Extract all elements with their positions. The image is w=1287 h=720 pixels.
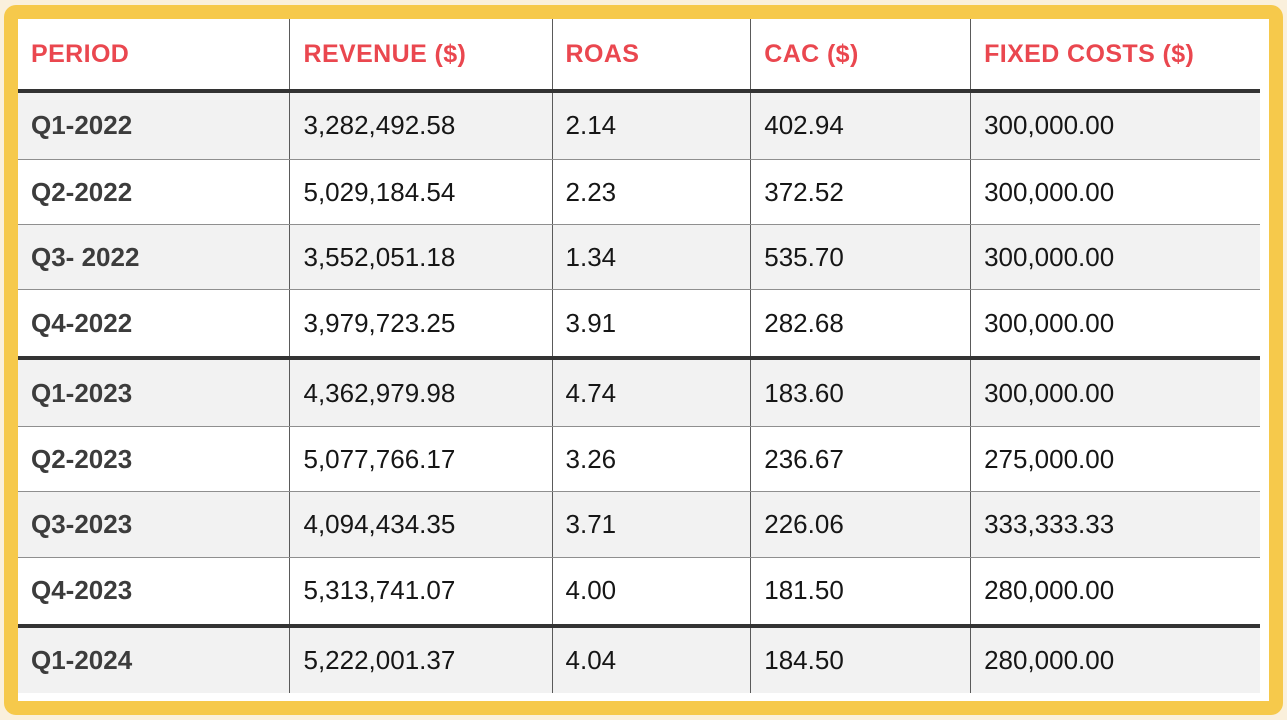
- cell-cac: 402.94: [750, 91, 971, 160]
- cell-cac: 226.06: [750, 491, 971, 558]
- cell-fixed-costs: 333,333.33: [970, 491, 1260, 558]
- cell-roas: 3.91: [551, 289, 751, 359]
- cell-revenue: 4,094,434.35: [289, 491, 553, 558]
- cell-period: Q1-2022: [18, 91, 290, 160]
- cell-fixed-costs: 300,000.00: [970, 91, 1260, 160]
- column-header-revenue: REVENUE ($): [289, 19, 553, 93]
- cell-roas: 4.00: [551, 557, 751, 627]
- cell-roas: 2.14: [551, 91, 751, 160]
- cell-period: Q4-2023: [18, 557, 290, 627]
- cell-period: Q1-2024: [18, 623, 290, 693]
- table-row: Q1-2023 4,362,979.98 4.74 183.60 300,000.00: [18, 356, 1260, 428]
- column-header-roas: ROAS: [551, 19, 751, 93]
- cell-revenue: 5,313,741.07: [289, 557, 553, 627]
- table-body: Q1-2022 3,282,492.58 2.14 402.94 300,000.00 Q…: [18, 91, 1260, 693]
- cell-roas: 2.23: [551, 159, 751, 226]
- table-row: Q2-2022 5,029,184.54 2.23 372.52 300,000.00: [18, 159, 1260, 226]
- cell-fixed-costs: 280,000.00: [970, 557, 1260, 627]
- cell-cac: 181.50: [750, 557, 971, 627]
- cell-cac: 372.52: [750, 159, 971, 226]
- cell-cac: 236.67: [750, 426, 971, 493]
- cell-fixed-costs: 300,000.00: [970, 289, 1260, 359]
- cell-fixed-costs: 300,000.00: [970, 224, 1260, 291]
- cell-revenue: 3,979,723.25: [289, 289, 553, 359]
- cell-roas: 3.26: [551, 426, 751, 493]
- cell-fixed-costs: 280,000.00: [970, 623, 1260, 693]
- cell-period: Q3-2023: [18, 491, 290, 558]
- cell-cac: 535.70: [750, 224, 971, 291]
- cell-cac: 282.68: [750, 289, 971, 359]
- cell-revenue: 3,282,492.58: [289, 91, 553, 160]
- table-row: Q1-2022 3,282,492.58 2.14 402.94 300,000.00: [18, 91, 1260, 160]
- cell-fixed-costs: 300,000.00: [970, 159, 1260, 226]
- column-header-period: PERIOD: [18, 19, 290, 93]
- cell-fixed-costs: 300,000.00: [970, 356, 1260, 428]
- table-row: Q3-2023 4,094,434.35 3.71 226.06 333,333.33: [18, 491, 1260, 558]
- header-row: PERIOD REVENUE ($) ROAS CAC ($) FIXED COSTS …: [18, 19, 1260, 93]
- cell-cac: 184.50: [750, 623, 971, 693]
- cell-period: Q3- 2022: [18, 224, 290, 291]
- cell-roas: 3.71: [551, 491, 751, 558]
- column-header-fixed-costs: FIXED COSTS ($): [970, 19, 1260, 93]
- table-row: Q4-2023 5,313,741.07 4.00 181.50 280,000.00: [18, 557, 1260, 627]
- quarterly-metrics-table: PERIOD REVENUE ($) ROAS CAC ($) FIXED COSTS …: [18, 19, 1260, 693]
- table-row: Q1-2024 5,222,001.37 4.04 184.50 280,000.00: [18, 623, 1260, 693]
- cell-period: Q1-2023: [18, 356, 290, 428]
- cell-revenue: 5,222,001.37: [289, 623, 553, 693]
- cell-roas: 4.74: [551, 356, 751, 428]
- cell-period: Q2-2023: [18, 426, 290, 493]
- cell-roas: 4.04: [551, 623, 751, 693]
- cell-revenue: 5,077,766.17: [289, 426, 553, 493]
- table-panel: PERIOD REVENUE ($) ROAS CAC ($) FIXED COSTS …: [4, 5, 1283, 715]
- cell-revenue: 4,362,979.98: [289, 356, 553, 428]
- table-row: Q3- 2022 3,552,051.18 1.34 535.70 300,000.00: [18, 224, 1260, 291]
- cell-revenue: 5,029,184.54: [289, 159, 553, 226]
- column-header-cac: CAC ($): [750, 19, 971, 93]
- cell-revenue: 3,552,051.18: [289, 224, 553, 291]
- cell-period: Q2-2022: [18, 159, 290, 226]
- cell-period: Q4-2022: [18, 289, 290, 359]
- table-row: Q4-2022 3,979,723.25 3.91 282.68 300,000.00: [18, 289, 1260, 359]
- table-row: Q2-2023 5,077,766.17 3.26 236.67 275,000.00: [18, 426, 1260, 493]
- cell-fixed-costs: 275,000.00: [970, 426, 1260, 493]
- cell-cac: 183.60: [750, 356, 971, 428]
- cell-roas: 1.34: [551, 224, 751, 291]
